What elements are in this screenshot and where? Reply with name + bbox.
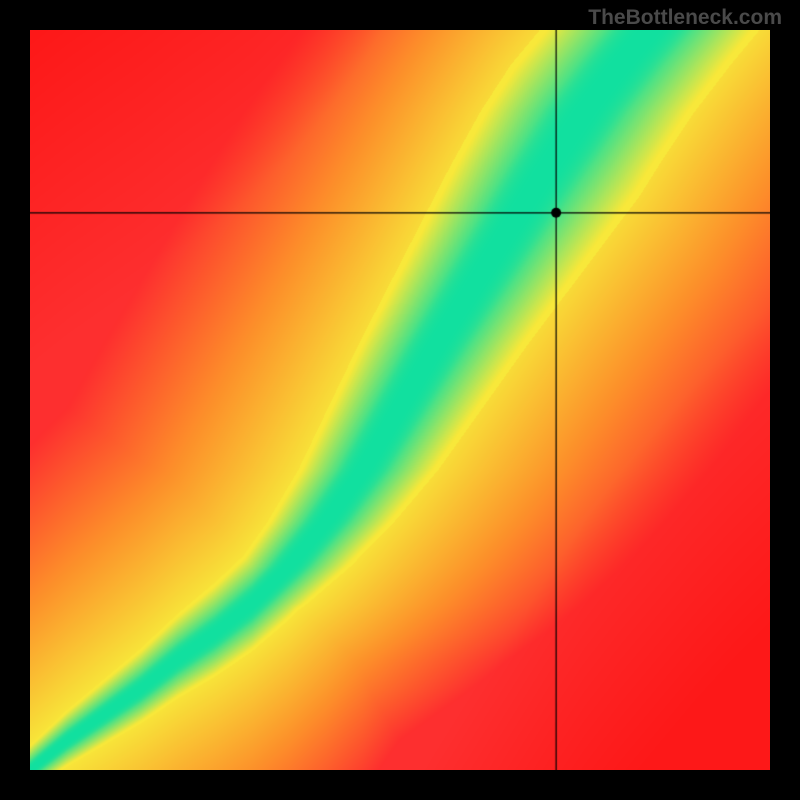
chart-container: TheBottleneck.com xyxy=(0,0,800,800)
bottleneck-heatmap xyxy=(30,30,770,770)
watermark-text: TheBottleneck.com xyxy=(588,6,782,30)
